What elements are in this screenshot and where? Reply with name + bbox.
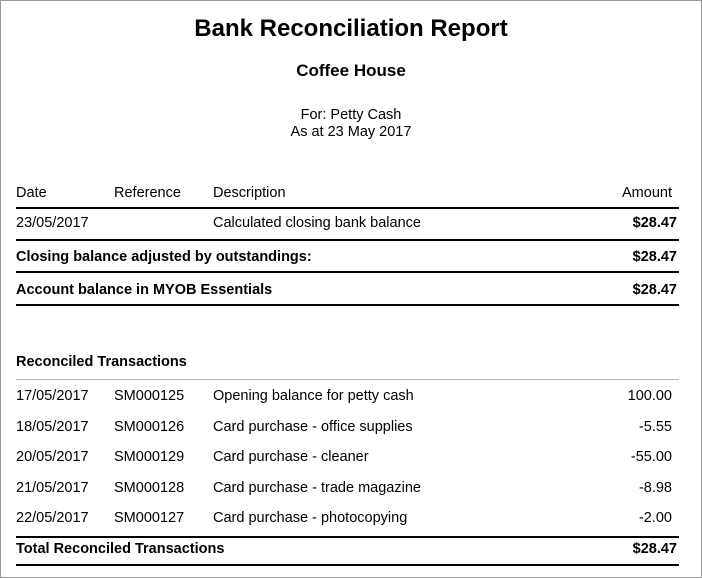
transaction-description: Card purchase - office supplies <box>213 419 413 435</box>
adjusted-divider <box>16 271 679 273</box>
report-title: Bank Reconciliation Report <box>194 15 508 42</box>
as-at-date-line: As at 23 May 2017 <box>290 124 412 140</box>
total-label: Total Reconciled Transactions <box>16 541 225 557</box>
transaction-description: Card purchase - photocopying <box>213 510 408 526</box>
transaction-description: Opening balance for petty cash <box>213 388 414 404</box>
account-for-line: For: Petty Cash <box>300 107 402 123</box>
adjusted-amount: $28.47 <box>632 249 677 265</box>
transaction-date: 17/05/2017 <box>16 388 89 404</box>
total-amount: $28.47 <box>632 541 677 557</box>
header-divider <box>16 207 679 209</box>
table-row: 17/05/2017 SM000125 Opening balance for … <box>16 388 679 408</box>
table-row: 18/05/2017 SM000126 Card purchase - offi… <box>16 419 679 439</box>
reconciled-heading-row: Reconciled Transactions <box>16 354 679 374</box>
transaction-description: Card purchase - trade magazine <box>213 480 421 496</box>
table-row: 20/05/2017 SM000129 Card purchase - clea… <box>16 449 679 469</box>
transaction-reference: SM000125 <box>114 388 185 404</box>
table-row: 21/05/2017 SM000128 Card purchase - trad… <box>16 480 679 500</box>
transaction-amount: -8.98 <box>638 480 672 496</box>
column-header-reference: Reference <box>114 185 181 201</box>
transaction-date: 22/05/2017 <box>16 510 89 526</box>
account-label: Account balance in MYOB Essentials <box>16 282 273 298</box>
transaction-amount: -2.00 <box>638 510 672 526</box>
transaction-reference: SM000126 <box>114 419 185 435</box>
account-amount: $28.47 <box>632 282 677 298</box>
total-divider <box>16 564 679 566</box>
transaction-amount: 100.00 <box>627 388 672 404</box>
closing-date: 23/05/2017 <box>16 215 89 231</box>
column-header-amount: Amount <box>622 185 672 201</box>
closing-divider <box>16 239 679 241</box>
closing-amount: $28.47 <box>632 215 677 231</box>
total-row: Total Reconciled Transactions $28.47 <box>16 541 679 561</box>
transaction-date: 18/05/2017 <box>16 419 89 435</box>
account-divider <box>16 304 679 306</box>
transaction-amount: -55.00 <box>630 449 672 465</box>
transaction-reference: SM000127 <box>114 510 185 526</box>
adjusted-label: Closing balance adjusted by outstandings… <box>16 249 312 265</box>
reconciled-heading: Reconciled Transactions <box>16 354 187 370</box>
transaction-description: Card purchase - cleaner <box>213 449 369 465</box>
adjusted-balance-row: Closing balance adjusted by outstandings… <box>16 249 679 269</box>
transaction-amount: -5.55 <box>638 419 672 435</box>
transaction-reference: SM000129 <box>114 449 185 465</box>
column-header-date: Date <box>16 185 47 201</box>
account-balance-row: Account balance in MYOB Essentials $28.4… <box>16 282 679 302</box>
transaction-date: 21/05/2017 <box>16 480 89 496</box>
reconciled-heading-divider <box>16 379 679 380</box>
closing-description: Calculated closing bank balance <box>213 215 421 231</box>
transaction-date: 20/05/2017 <box>16 449 89 465</box>
company-name: Coffee House <box>296 61 406 80</box>
column-header-row: Date Reference Description Amount <box>16 185 679 205</box>
column-header-description: Description <box>213 185 286 201</box>
closing-balance-row: 23/05/2017 Calculated closing bank balan… <box>16 215 679 235</box>
transactions-divider <box>16 536 679 538</box>
table-row: 22/05/2017 SM000127 Card purchase - phot… <box>16 510 679 530</box>
transaction-reference: SM000128 <box>114 480 185 496</box>
